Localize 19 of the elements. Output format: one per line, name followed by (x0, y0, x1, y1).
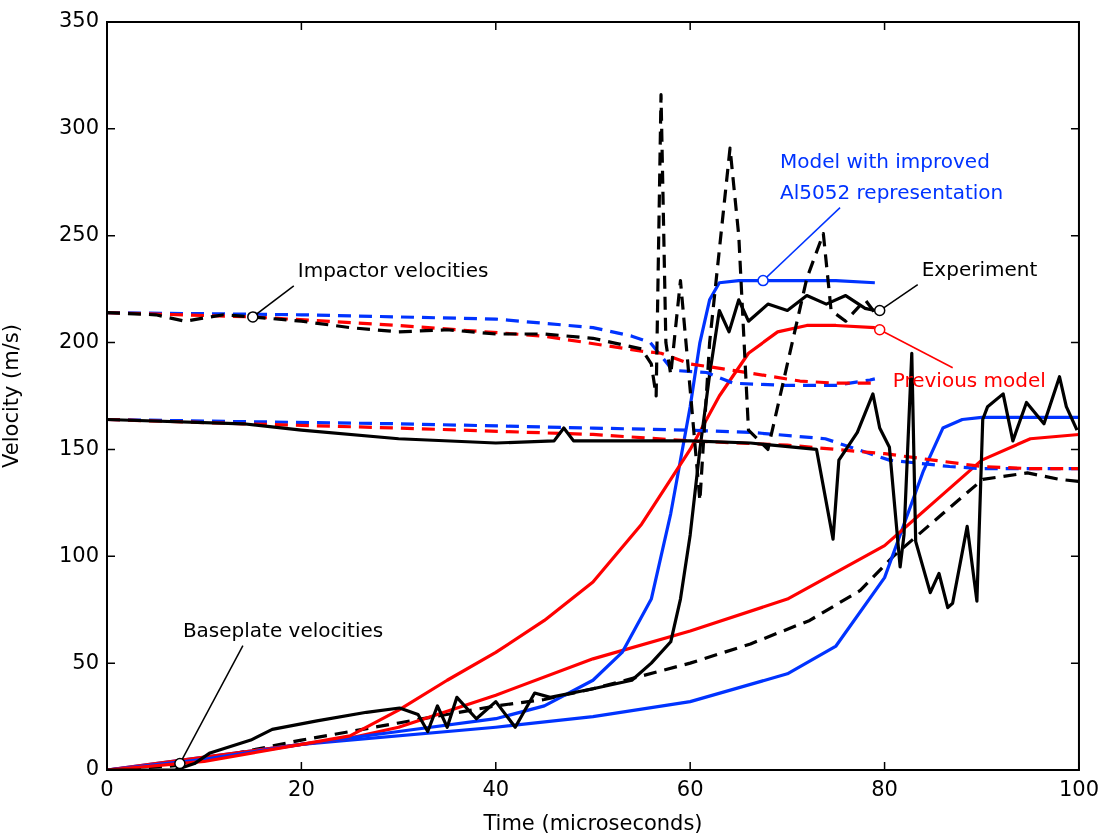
y-tick-label: 250 (58, 222, 99, 247)
x-tick-label: 80 (871, 777, 898, 802)
y-tick-label: 200 (58, 329, 99, 354)
y-tick-label: 100 (58, 542, 99, 567)
y-tick-label: 0 (85, 756, 99, 781)
y-tick-label: 50 (72, 649, 99, 674)
x-tick-label: 100 (1058, 777, 1100, 802)
annotation: Model with improved Al5052 representation (780, 148, 1004, 204)
y-tick-label: 300 (58, 115, 99, 140)
annotation: Impactor velocities (297, 258, 489, 283)
x-axis-title: Time (microseconds) (482, 810, 703, 835)
y-axis-title: Velocity (m/s) (0, 324, 24, 468)
x-tick-label: 60 (676, 777, 704, 802)
x-tick-label: 20 (288, 777, 315, 802)
annotation: Experiment (921, 256, 1038, 281)
x-tick-label: 40 (482, 777, 510, 802)
annotation: Baseplate velocities (182, 617, 384, 642)
y-tick-label: 150 (58, 435, 99, 460)
y-tick-label: 350 (58, 8, 99, 33)
